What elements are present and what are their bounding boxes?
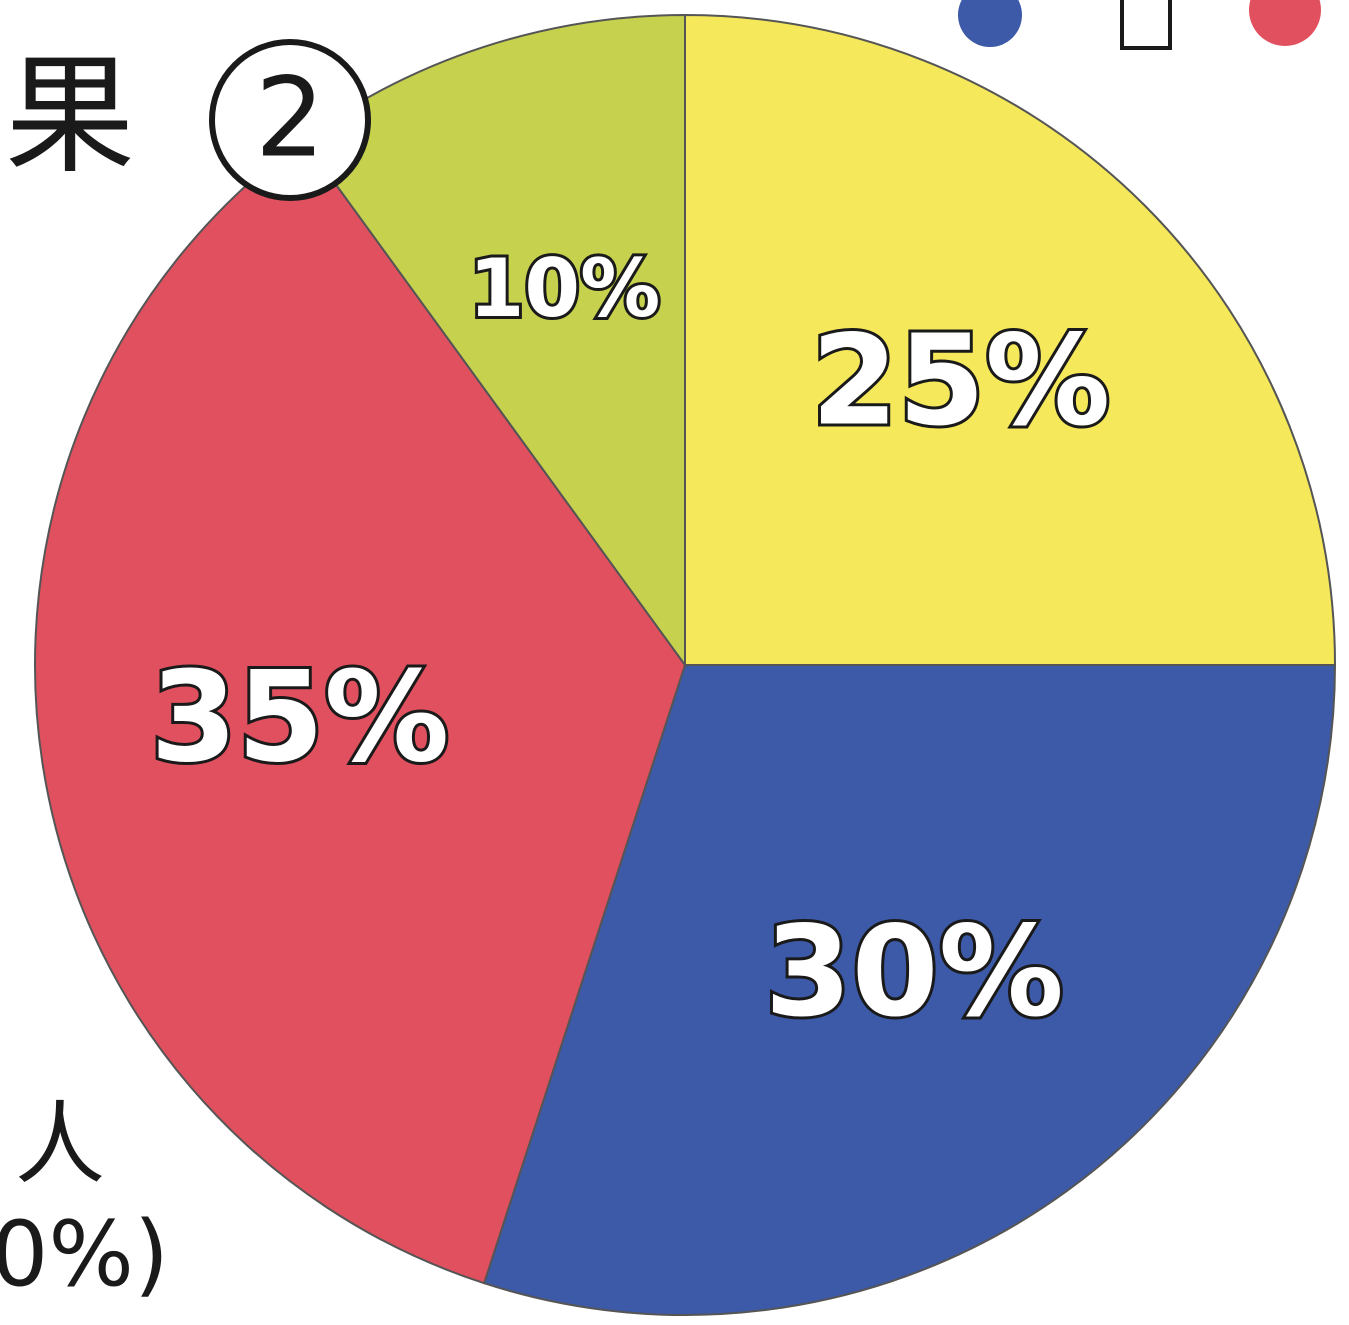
slice-label: 30%: [765, 900, 1064, 1045]
slice-label: 35%: [150, 645, 449, 790]
legend-swatch: [1249, 0, 1321, 46]
slice-label: 25%: [811, 308, 1110, 453]
legend-swatch: [958, 0, 1022, 47]
slice-label: 10%: [469, 242, 660, 335]
title-number: 2: [255, 53, 325, 181]
annotation: 0%): [0, 1202, 169, 1307]
annotation: 人: [15, 1092, 105, 1197]
legend-swatch: [1122, 0, 1170, 48]
title: 果: [5, 40, 135, 192]
chart: 果 2 人 0%) 25% 30% 35% 10%: [0, 0, 1349, 1325]
